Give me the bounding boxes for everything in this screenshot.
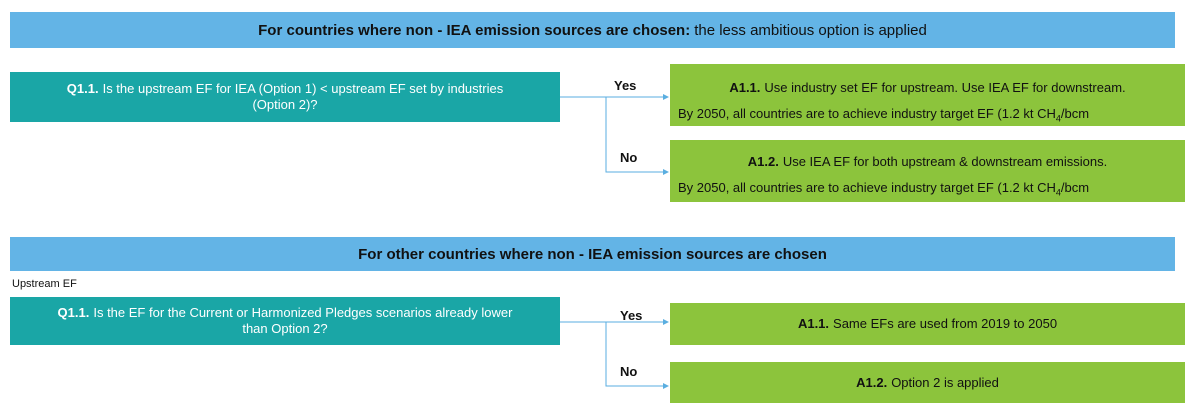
question-label: Q1.1. xyxy=(57,305,90,320)
no-label: No xyxy=(620,364,638,379)
arrow xyxy=(605,322,669,389)
answer-text: Same EFs are used from 2019 to 2050 xyxy=(833,316,1058,331)
section-header: For other countries where non - IEA emis… xyxy=(10,237,1175,271)
answer-note: /bcm xyxy=(1060,180,1090,195)
answer-label: A1.2. xyxy=(747,154,779,169)
answer-note: /bcm xyxy=(1060,106,1090,121)
question-text: Is the upstream EF for IEA (Option 1) < … xyxy=(102,81,504,112)
yes-label: Yes xyxy=(614,78,637,93)
header-text: the less ambitious option is applied xyxy=(694,21,927,39)
answer-text: Use industry set EF for upstream. Use IE… xyxy=(764,80,1126,95)
arrow xyxy=(605,97,669,175)
answer-box: A1.2. Option 2 is applied xyxy=(670,362,1185,403)
subscript: 4 xyxy=(1055,113,1061,124)
answer-label: A1.2. xyxy=(856,375,888,390)
yes-label: Yes xyxy=(620,308,643,323)
header-bold: For countries where non - IEA emission s… xyxy=(258,21,691,39)
answer-box: A1.2. Use IEA EF for both upstream & down… xyxy=(670,140,1185,202)
question-box: Q1.1. Is the EF for the Current or Harmon… xyxy=(10,297,560,345)
answer-label: A1.1. xyxy=(797,316,830,331)
question-text: Is the EF for the Current or Harmonized … xyxy=(93,305,513,336)
answer-box: A1.1. Use industry set EF for upstream. U… xyxy=(670,64,1185,126)
no-label: No xyxy=(620,150,638,165)
answer-box: A1.1. Same EFs are used from 2019 to 2050 xyxy=(670,303,1185,345)
caption: Upstream EF xyxy=(12,278,77,290)
answer-note: By 2050, all countries are to achieve in… xyxy=(678,106,1056,121)
section-header: For countries where non - IEA emission s… xyxy=(10,12,1175,48)
answer-label: A1.1. xyxy=(729,80,761,95)
question-label: Q1.1. xyxy=(66,81,99,96)
subscript: 4 xyxy=(1055,187,1061,198)
answer-text: Use IEA EF for both upstream & downstrea… xyxy=(782,154,1108,169)
question-box: Q1.1. Is the upstream EF for IEA (Option … xyxy=(10,72,560,122)
answer-note: By 2050, all countries are to achieve in… xyxy=(678,180,1056,195)
answer-text: Option 2 is applied xyxy=(891,375,999,390)
